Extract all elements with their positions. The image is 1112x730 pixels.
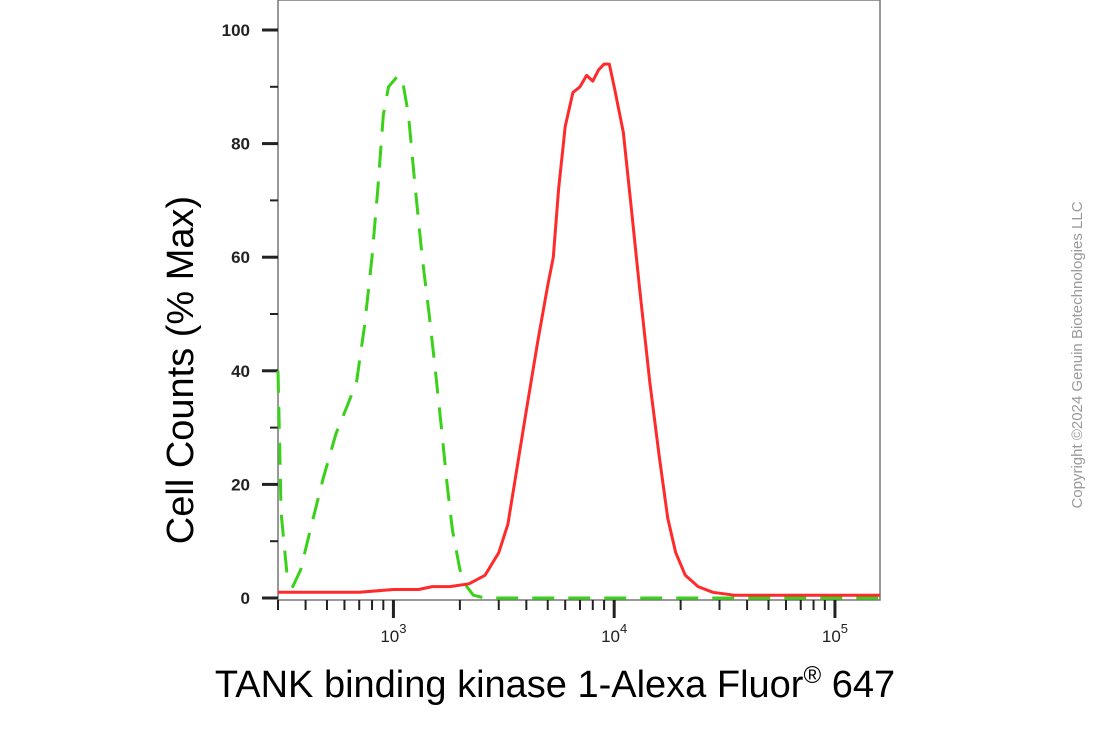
x-axis-title-main: TANK binding kinase 1-Alexa Fluor bbox=[215, 664, 804, 706]
y-axis-title: Cell Counts (% Max) bbox=[160, 196, 202, 544]
x-tick-base: 10 bbox=[380, 627, 399, 646]
x-tick-exponent: 4 bbox=[620, 621, 627, 636]
x-tick-base: 10 bbox=[601, 627, 620, 646]
y-tick-label: 100 bbox=[222, 21, 250, 40]
y-tick-label: 80 bbox=[231, 135, 250, 154]
x-axis-title-suffix: 647 bbox=[821, 664, 895, 706]
x-tick-base: 10 bbox=[822, 627, 841, 646]
solid-histogram-line bbox=[278, 62, 880, 597]
x-tick-label: 103 bbox=[380, 621, 406, 646]
x-axis: 103 104 105 bbox=[277, 600, 848, 646]
y-tick-label: 0 bbox=[241, 589, 250, 608]
x-axis-title: TANK binding kinase 1-Alexa Fluor® 647 bbox=[215, 662, 895, 706]
x-tick-exponent: 5 bbox=[841, 621, 848, 636]
y-tick-label: 40 bbox=[231, 362, 250, 381]
y-tick-label: 20 bbox=[231, 475, 250, 494]
dashed-histogram-line bbox=[276, 73, 880, 600]
registered-mark: ® bbox=[803, 662, 821, 689]
y-axis: 0 20 40 60 80 100 bbox=[222, 21, 278, 608]
x-tick-exponent: 3 bbox=[399, 621, 406, 636]
series-layer bbox=[276, 62, 880, 600]
x-tick-label: 105 bbox=[822, 621, 848, 646]
y-tick-label: 60 bbox=[231, 248, 250, 267]
copyright-notice: Copyright ©2024 Genuin Biotechnologies L… bbox=[1069, 201, 1086, 508]
x-tick-label: 104 bbox=[601, 621, 627, 646]
